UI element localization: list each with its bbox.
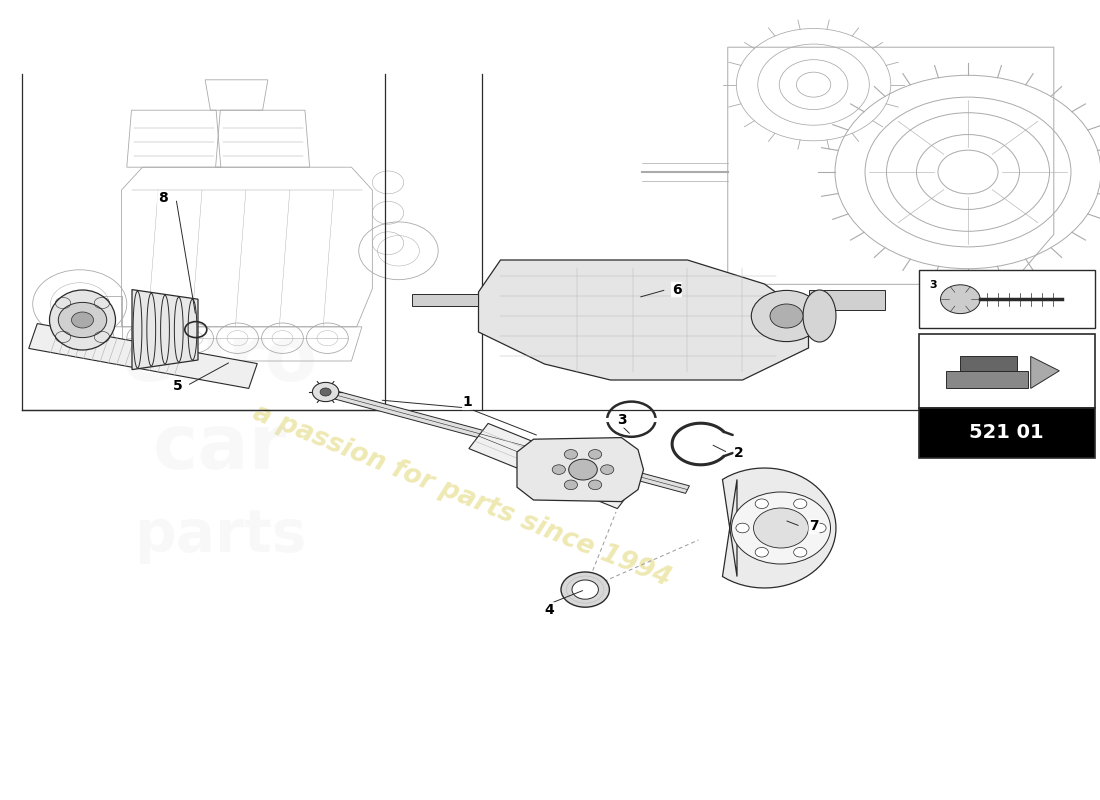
Polygon shape: [478, 260, 808, 380]
Circle shape: [793, 547, 806, 557]
Text: 8: 8: [158, 191, 167, 206]
FancyBboxPatch shape: [946, 371, 1028, 389]
Polygon shape: [29, 323, 257, 389]
Circle shape: [751, 290, 822, 342]
Polygon shape: [808, 290, 886, 310]
Circle shape: [564, 480, 578, 490]
Circle shape: [736, 523, 749, 533]
Text: 4: 4: [544, 602, 553, 617]
Circle shape: [755, 499, 768, 509]
Text: 521 01: 521 01: [969, 423, 1044, 442]
Text: parts: parts: [134, 507, 306, 565]
Circle shape: [770, 304, 803, 328]
Ellipse shape: [803, 290, 836, 342]
Circle shape: [564, 450, 578, 459]
Text: car: car: [153, 411, 287, 485]
Circle shape: [732, 492, 830, 564]
Circle shape: [561, 572, 609, 607]
Polygon shape: [723, 468, 836, 588]
Text: 3: 3: [617, 413, 626, 427]
Circle shape: [754, 508, 808, 548]
Polygon shape: [322, 388, 690, 494]
Polygon shape: [132, 290, 198, 370]
Text: 5: 5: [174, 378, 183, 393]
Text: 1: 1: [463, 395, 472, 410]
Text: 6: 6: [672, 282, 681, 297]
Text: a passion for parts since 1994: a passion for parts since 1994: [250, 400, 674, 592]
Text: 7: 7: [810, 519, 818, 534]
Circle shape: [601, 465, 614, 474]
Polygon shape: [412, 294, 478, 306]
Text: 3: 3: [930, 280, 937, 290]
Circle shape: [572, 580, 598, 599]
Text: 2: 2: [735, 446, 744, 460]
Polygon shape: [1031, 357, 1059, 389]
FancyBboxPatch shape: [918, 334, 1094, 408]
Polygon shape: [517, 438, 644, 502]
Circle shape: [793, 499, 806, 509]
Circle shape: [588, 480, 602, 490]
Text: euro: euro: [122, 323, 318, 397]
Circle shape: [588, 450, 602, 459]
Ellipse shape: [50, 290, 116, 350]
Circle shape: [569, 459, 597, 480]
Circle shape: [312, 382, 339, 402]
Polygon shape: [469, 423, 637, 509]
Circle shape: [320, 388, 331, 396]
FancyBboxPatch shape: [918, 408, 1094, 458]
Circle shape: [552, 465, 565, 474]
Circle shape: [72, 312, 94, 328]
FancyBboxPatch shape: [918, 270, 1094, 328]
Circle shape: [755, 547, 768, 557]
Circle shape: [940, 285, 980, 314]
Circle shape: [58, 302, 107, 338]
FancyBboxPatch shape: [960, 357, 1018, 371]
Circle shape: [813, 523, 826, 533]
